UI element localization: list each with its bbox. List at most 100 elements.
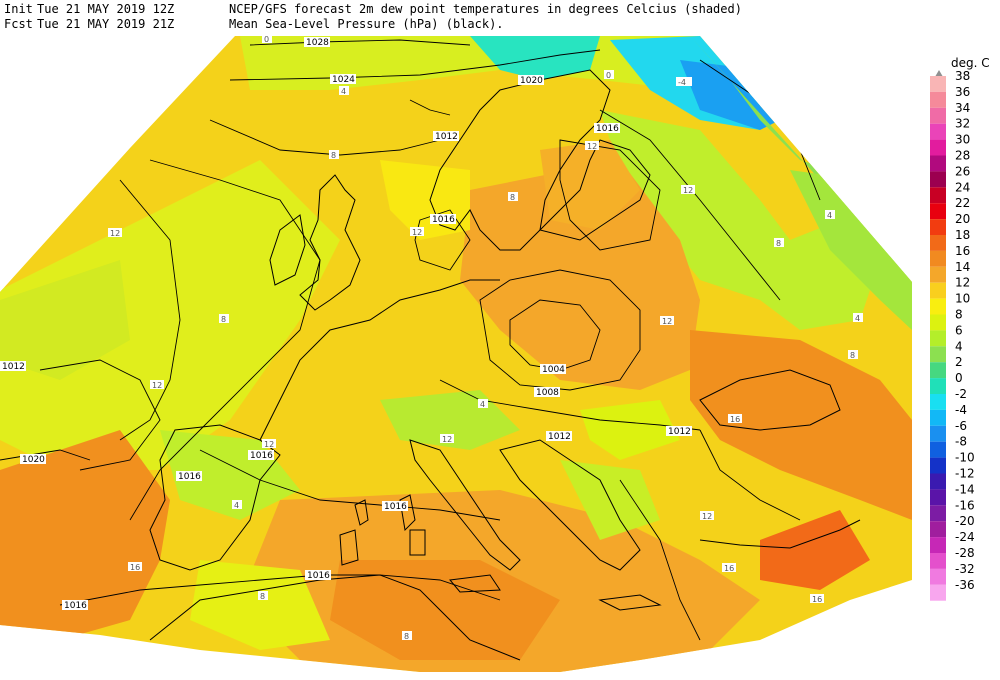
svg-text:1016: 1016 [307, 571, 330, 581]
legend-swatch [930, 553, 946, 569]
legend-tick-label: -2 [955, 387, 967, 401]
fcst-time: Tue 21 MAY 2019 21Z [37, 17, 175, 31]
legend-swatch [930, 187, 946, 204]
dewpoint-map: 1028 1024 1020 1016 1016 1016 1016 1016 … [0, 34, 912, 672]
svg-text:0: 0 [264, 35, 269, 44]
dewpoint-label: 12 [585, 141, 599, 151]
dewpoint-label: 12 [440, 434, 454, 444]
legend-tick-label: -32 [955, 562, 975, 576]
legend-swatch [930, 346, 946, 363]
legend-tick-label: 38 [955, 69, 970, 83]
legend-tick-label: 32 [955, 117, 970, 131]
dewpoint-label: 0 [604, 70, 614, 80]
init-label: Init [4, 2, 33, 16]
legend-tick-label: -10 [955, 451, 975, 465]
dewpoint-label: 16 [810, 594, 824, 604]
dewpoint-label: 4 [478, 399, 488, 409]
svg-text:12: 12 [152, 381, 162, 390]
color-legend: 38363432302826242220181614121086420-2-4-… [930, 69, 975, 601]
svg-text:12: 12 [702, 512, 712, 521]
isobar-label-1020: 1020 [518, 75, 544, 86]
legend-swatch [930, 91, 946, 108]
dewpoint-label-group: 0 4 4 8 8 12 12 12 12 12 12 12 12 16 16 … [108, 34, 863, 641]
legend-tick-label: 4 [955, 339, 963, 353]
legend-swatch [930, 123, 946, 140]
isobar-label-1016: 1016 [305, 570, 331, 581]
fcst-label: Fcst [4, 17, 33, 31]
svg-text:1016: 1016 [432, 215, 455, 225]
svg-text:8: 8 [510, 193, 515, 202]
legend-swatch [930, 473, 946, 490]
legend-tick-label: 16 [955, 244, 970, 258]
dewpoint-label: 8 [258, 591, 268, 601]
legend-swatch [930, 537, 946, 553]
dewpoint-label: 8 [329, 150, 339, 160]
legend-tick-label: 8 [955, 308, 963, 322]
svg-text:12: 12 [412, 228, 422, 237]
legend-swatch [930, 139, 946, 156]
isobar-label-1024: 1024 [330, 74, 356, 85]
isobar-label-1008: 1008 [534, 387, 560, 398]
legend-swatch [930, 489, 946, 506]
dewpoint-label: 4 [232, 500, 242, 510]
svg-text:1004: 1004 [542, 365, 565, 375]
dewpoint-label: 12 [700, 511, 714, 521]
dewpoint-label: 12 [108, 228, 122, 238]
dewpoint-label: 8 [774, 238, 784, 248]
svg-text:1012: 1012 [548, 432, 571, 442]
svg-text:16: 16 [130, 563, 140, 572]
legend-swatch [930, 505, 946, 522]
map-title-line-2: Mean Sea-Level Pressure (hPa) (black). [229, 17, 504, 31]
header-line-1: Init Tue 21 MAY 2019 12Z NCEP/GFS forecast… [4, 2, 742, 16]
isobar-label-1016: 1016 [62, 600, 88, 611]
dewpoint-label: 12 [660, 316, 674, 326]
svg-text:8: 8 [260, 592, 265, 601]
isobar-label-1016: 1016 [248, 450, 274, 461]
legend-tick-label: -8 [955, 435, 967, 449]
legend-swatch [930, 219, 946, 235]
legend-swatch [930, 314, 946, 331]
svg-text:12: 12 [442, 435, 452, 444]
isobar-label-1004: 1004 [540, 364, 566, 375]
isobar-label-1016: 1016 [594, 123, 620, 134]
svg-text:12: 12 [683, 186, 693, 195]
legend-swatch [930, 250, 946, 267]
legend-swatch [930, 76, 946, 92]
legend-tick-label: 2 [955, 355, 963, 369]
dewpoint-label: 8 [402, 631, 412, 641]
svg-text:4: 4 [341, 87, 346, 96]
legend-tick-label: 26 [955, 164, 970, 178]
svg-text:1016: 1016 [596, 124, 619, 134]
isobar-label-1012: 1012 [433, 131, 459, 142]
svg-text:8: 8 [404, 632, 409, 641]
isobar-label-1012: 1012 [0, 361, 26, 372]
header-line-2: Fcst Tue 21 MAY 2019 21Z Mean Sea-Level Pr… [4, 17, 504, 31]
legend-swatch [930, 298, 946, 315]
dewpoint-label: 16 [728, 414, 742, 424]
legend-tick-label: 30 [955, 133, 970, 147]
svg-text:16: 16 [812, 595, 822, 604]
dewpoint-label: 12 [262, 439, 276, 449]
legend-swatch [930, 266, 946, 283]
dewpoint-label: 4 [825, 210, 835, 220]
legend-swatch [930, 107, 946, 124]
isobar-label-1020: 1020 [20, 454, 46, 465]
svg-text:8: 8 [850, 351, 855, 360]
isobar-label-1016: 1016 [176, 471, 202, 482]
svg-text:12: 12 [110, 229, 120, 238]
svg-text:12: 12 [587, 142, 597, 151]
legend-swatch [930, 282, 946, 299]
svg-text:1028: 1028 [306, 38, 329, 48]
legend-tick-label: 14 [955, 260, 970, 274]
legend-swatch [930, 521, 946, 538]
legend-tick-label: 36 [955, 85, 970, 99]
svg-text:4: 4 [855, 314, 860, 323]
legend-swatch [930, 394, 946, 410]
dewpoint-label: 12 [681, 185, 695, 195]
legend-tick-label: -4 [955, 403, 967, 417]
init-time: Tue 21 MAY 2019 12Z [37, 2, 175, 16]
legend-tick-label: 20 [955, 212, 970, 226]
svg-text:12: 12 [662, 317, 672, 326]
legend-swatch [930, 409, 946, 426]
svg-text:1008: 1008 [536, 388, 559, 398]
